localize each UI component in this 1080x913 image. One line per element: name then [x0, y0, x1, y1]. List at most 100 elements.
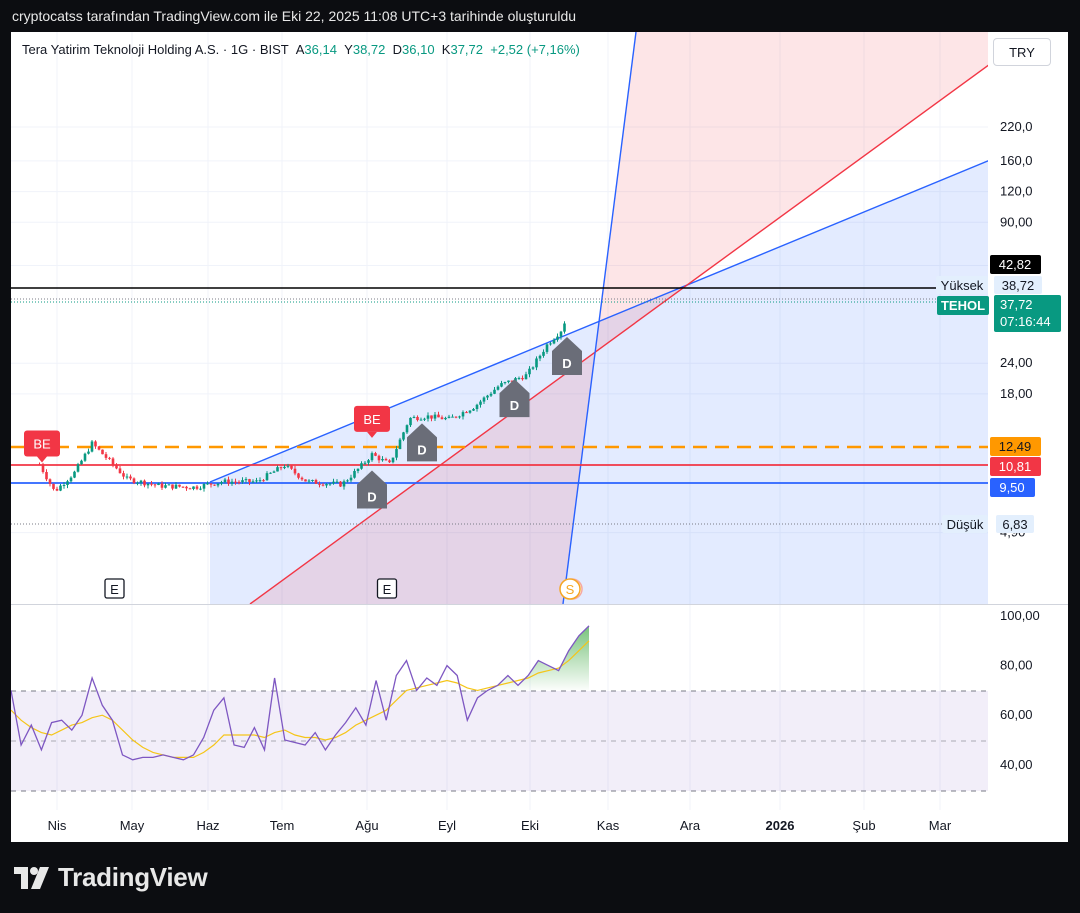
candle-body[interactable] [440, 417, 444, 420]
candle-body[interactable] [45, 472, 48, 480]
candle-body[interactable] [332, 481, 335, 484]
candle-body[interactable] [409, 417, 412, 426]
candle-body[interactable] [381, 458, 384, 461]
candle-body[interactable] [248, 479, 251, 482]
session-marker[interactable]: S [559, 578, 583, 600]
candle-body[interactable] [206, 483, 209, 485]
candle-body[interactable] [150, 483, 153, 485]
candle-body[interactable] [157, 483, 160, 486]
candle-body[interactable] [227, 479, 230, 484]
candle-body[interactable] [549, 343, 552, 345]
candle-body[interactable] [486, 395, 489, 398]
steep-blue-line[interactable] [562, 32, 637, 604]
rsi-axis[interactable]: 100,00 80,00 60,00 40,00 [1000, 608, 1040, 772]
rsi-ma-line[interactable] [11, 640, 590, 758]
candle-body[interactable] [80, 460, 83, 465]
candle-body[interactable] [535, 358, 538, 368]
candle-body[interactable] [496, 386, 500, 390]
candle-body[interactable] [556, 336, 559, 340]
candle-body[interactable] [500, 383, 503, 387]
candle-body[interactable] [405, 425, 409, 433]
candle-body[interactable] [122, 473, 125, 477]
candle-body[interactable] [164, 485, 167, 488]
candle-body[interactable] [66, 481, 69, 485]
candle-body[interactable] [255, 480, 258, 482]
candle-body[interactable] [258, 480, 262, 482]
candle-body[interactable] [262, 480, 265, 482]
candle-body[interactable] [55, 488, 59, 491]
candle-body[interactable] [451, 416, 454, 418]
candle-body[interactable] [139, 480, 143, 483]
candle-body[interactable] [395, 449, 398, 458]
candle-body[interactable] [360, 463, 363, 469]
candle-body[interactable] [444, 417, 447, 420]
candle-body[interactable] [559, 331, 563, 337]
candle-body[interactable] [174, 484, 178, 489]
rsi-pane[interactable] [11, 625, 988, 792]
candle-body[interactable] [437, 414, 440, 418]
candle-body[interactable] [465, 412, 468, 414]
candle-body[interactable] [52, 483, 55, 489]
candle-body[interactable] [38, 464, 41, 466]
candle-body[interactable] [426, 415, 430, 419]
candle-body[interactable] [388, 460, 391, 463]
candle-body[interactable] [349, 477, 353, 481]
candle-body[interactable] [328, 483, 332, 485]
candle-body[interactable] [384, 458, 388, 461]
candle-body[interactable] [430, 415, 433, 419]
candle-body[interactable] [115, 464, 118, 469]
candle-body[interactable] [528, 368, 531, 375]
candle-body[interactable] [104, 454, 108, 458]
candle-body[interactable] [199, 488, 202, 490]
candle-body[interactable] [76, 464, 80, 472]
candle-body[interactable] [300, 477, 304, 480]
split-marker[interactable]: BE [354, 405, 390, 438]
candle-body[interactable] [90, 441, 94, 452]
candle-body[interactable] [69, 477, 73, 482]
candle-body[interactable] [241, 480, 244, 483]
candle-body[interactable] [318, 483, 321, 485]
candle-body[interactable] [423, 418, 426, 420]
candle-body[interactable] [391, 457, 395, 463]
candle-body[interactable] [213, 484, 216, 486]
candle-body[interactable] [475, 404, 479, 410]
dividend-marker[interactable]: D [499, 379, 530, 418]
candle-body[interactable] [73, 471, 76, 478]
candle-body[interactable] [433, 414, 437, 419]
candle-body[interactable] [307, 480, 311, 482]
candle-body[interactable] [283, 466, 286, 469]
candle-body[interactable] [125, 476, 129, 478]
candle-body[interactable] [41, 464, 45, 473]
candle-body[interactable] [524, 374, 528, 380]
candle-body[interactable] [209, 483, 213, 485]
candle-body[interactable] [276, 467, 279, 472]
candle-body[interactable] [461, 412, 465, 417]
candle-body[interactable] [192, 486, 195, 489]
candle-body[interactable] [188, 488, 192, 490]
candle-body[interactable] [272, 471, 276, 473]
candle-body[interactable] [237, 481, 241, 483]
candle-body[interactable] [563, 323, 566, 332]
candle-body[interactable] [94, 441, 97, 447]
candle-body[interactable] [48, 479, 52, 484]
candle-body[interactable] [447, 416, 451, 418]
candle-body[interactable] [398, 439, 402, 450]
candle-body[interactable] [185, 486, 188, 489]
candle-body[interactable] [167, 484, 171, 486]
candle-body[interactable] [314, 479, 318, 484]
candle-body[interactable] [202, 484, 206, 489]
candle-body[interactable] [290, 465, 293, 469]
candle-body[interactable] [335, 481, 339, 483]
candle-body[interactable] [136, 482, 139, 484]
candle-body[interactable] [353, 470, 356, 478]
candle-body[interactable] [108, 457, 111, 459]
candle-body[interactable] [321, 484, 325, 486]
currency-button[interactable]: TRY [993, 38, 1051, 66]
candle-body[interactable] [297, 473, 300, 478]
candle-body[interactable] [367, 460, 370, 463]
candle-body[interactable] [479, 401, 482, 405]
event-markers[interactable]: BE BE D D D D E E S [24, 336, 583, 600]
candle-body[interactable] [356, 468, 360, 471]
candle-body[interactable] [454, 416, 458, 418]
